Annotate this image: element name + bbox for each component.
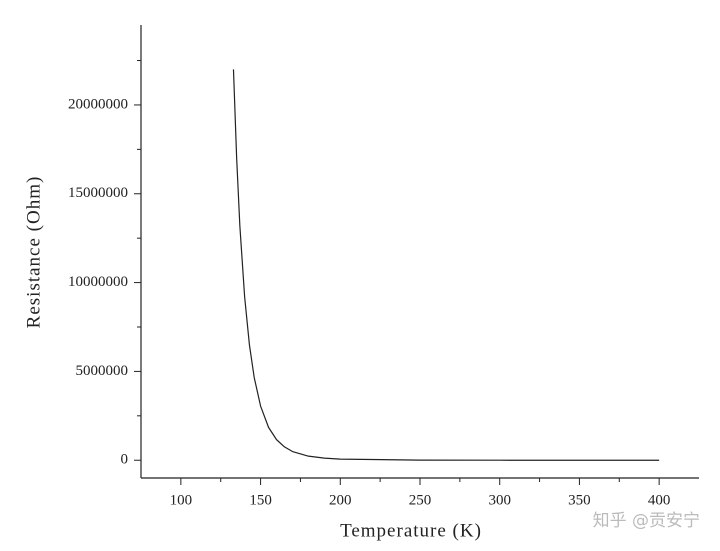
- y-axis-title: Resistance (Ohm): [23, 176, 44, 329]
- x-tick-label: 150: [249, 492, 272, 508]
- y-tick-label: 10000000: [68, 274, 128, 290]
- watermark: 知乎 @贡安宁: [593, 511, 700, 531]
- x-tick-label: 100: [170, 492, 193, 508]
- line: [232, 69, 660, 461]
- x-axis-title: Temperature (K): [340, 520, 482, 541]
- x-tick-label: 400: [648, 492, 671, 508]
- x-tick-label: 300: [488, 492, 511, 508]
- x-tick-label: 250: [409, 492, 432, 508]
- y-tick-label: 0: [121, 452, 129, 468]
- y-tick-label: 20000000: [68, 96, 128, 112]
- x-tick-label: 200: [329, 492, 352, 508]
- x-tick-label: 350: [568, 492, 591, 508]
- y-tick-label: 15000000: [68, 185, 128, 201]
- y-tick-label: 5000000: [76, 363, 129, 379]
